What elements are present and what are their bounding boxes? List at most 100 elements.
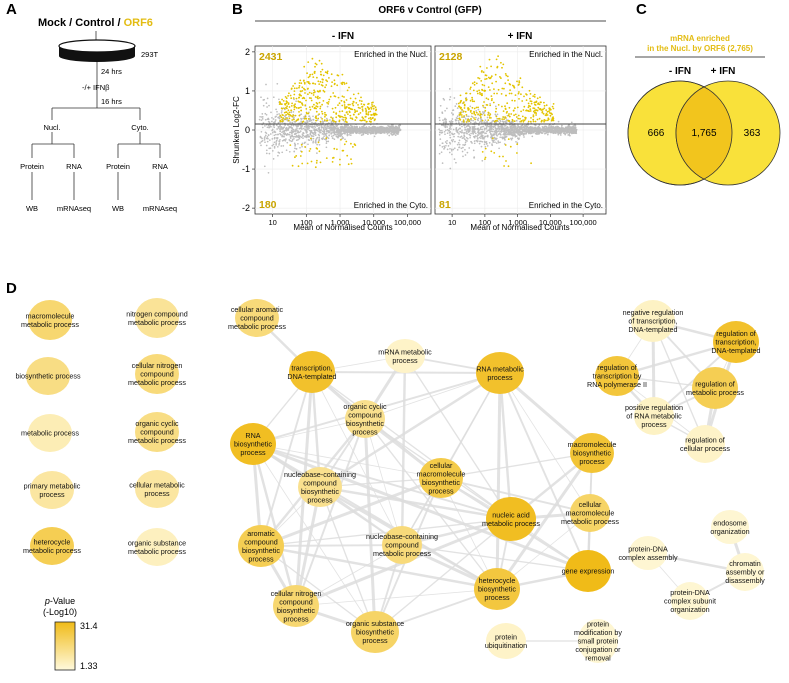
- scatter-point: [387, 129, 390, 132]
- scatter-point-enriched-nucl: [362, 117, 365, 120]
- scatter-point-enriched-nucl: [293, 108, 296, 111]
- scatter-point: [362, 125, 365, 127]
- scatter-point-enriched-nucl: [480, 116, 482, 119]
- go-term-label: compound: [348, 410, 382, 419]
- scatter-point: [379, 126, 381, 128]
- scatter-point-enriched-nucl: [326, 71, 328, 74]
- scatter-point: [264, 118, 267, 121]
- scatter-point-enriched-cyto: [331, 157, 334, 159]
- scatter-point: [526, 130, 529, 133]
- scatter-point-enriched-nucl: [314, 91, 316, 93]
- scatter-point: [302, 117, 305, 120]
- scatter-point: [490, 135, 493, 138]
- scatter-point: [331, 131, 333, 133]
- go-term-node: [671, 582, 709, 620]
- scatter-point-enriched-nucl: [286, 107, 288, 110]
- scatter-point-enriched-nucl: [360, 103, 363, 105]
- scatter-point: [306, 121, 309, 123]
- scatter-point: [382, 126, 385, 129]
- scatter-point: [260, 136, 263, 139]
- scatter-point: [355, 125, 358, 128]
- scatter-point: [294, 147, 296, 150]
- scatter-point-enriched-nucl: [524, 118, 527, 120]
- scatter-point: [482, 106, 485, 109]
- scatter-point: [274, 116, 277, 118]
- go-term-label: organic substance: [128, 538, 186, 547]
- scatter-point: [365, 132, 368, 135]
- scatter-point: [285, 129, 288, 132]
- scatter-point-enriched-nucl: [525, 93, 528, 96]
- scatter-point: [274, 119, 277, 121]
- scatter-point-enriched-nucl: [286, 105, 288, 108]
- scatter-point: [527, 129, 530, 132]
- scatter-point: [311, 126, 314, 129]
- scatter-point-enriched-cyto: [319, 161, 322, 164]
- scatter-point-enriched-nucl: [482, 71, 485, 74]
- go-term-label: regulation of: [597, 363, 637, 372]
- scatter-point-enriched-nucl: [545, 112, 548, 115]
- venn-title-line2: in the Nucl. by ORF6 (2,765): [647, 44, 753, 53]
- scatter-point: [390, 132, 392, 134]
- scatter-point-enriched-nucl: [545, 119, 547, 122]
- scatter-plus-xlabel: Mean of Normalised Counts: [470, 223, 569, 232]
- scatter-point: [538, 128, 540, 130]
- scatter-point-enriched-nucl: [279, 114, 282, 117]
- scatter-point: [335, 124, 338, 127]
- scatter-point-enriched-nucl: [546, 114, 549, 116]
- scatter-point-enriched-nucl: [502, 110, 505, 112]
- scatter-point: [448, 127, 451, 130]
- scatter-point: [443, 145, 446, 148]
- scatter-point: [354, 131, 357, 134]
- scatter-point: [298, 135, 301, 138]
- go-term-label: metabolic process: [128, 318, 186, 327]
- scatter-point: [464, 148, 466, 151]
- scatter-point: [476, 128, 479, 131]
- scatter-point: [307, 143, 309, 146]
- scatter-point: [348, 133, 350, 136]
- scatter-point: [438, 131, 441, 134]
- scatter-point: [464, 126, 466, 129]
- scatter-point-enriched-nucl: [326, 119, 329, 122]
- scatter-point-enriched-nucl: [471, 100, 474, 103]
- scatter-point-enriched-cyto: [516, 152, 518, 154]
- scatter-point: [557, 133, 560, 136]
- scatter-point-enriched-nucl: [517, 114, 520, 117]
- scatter-point: [288, 150, 291, 153]
- scatter-point-enriched-nucl: [370, 118, 372, 121]
- scatter-point-enriched-nucl: [543, 107, 546, 110]
- network-edge: [260, 518, 512, 547]
- count-plus-nucl: 2128: [439, 51, 463, 63]
- scatter-point-enriched-nucl: [287, 95, 289, 97]
- scatter-point: [438, 119, 441, 122]
- scatter-point: [456, 107, 459, 109]
- scatter-point: [342, 137, 345, 139]
- scatter-point-enriched-nucl: [345, 111, 348, 114]
- go-term-node: [298, 467, 342, 507]
- scatter-point: [446, 107, 448, 110]
- scatter-point-enriched-nucl: [494, 73, 497, 76]
- scatter-point: [277, 154, 279, 157]
- go-term-label: metabolic process: [21, 320, 79, 329]
- assay-mrnaseq-cyto: mRNAseq: [143, 204, 177, 213]
- scatter-point: [542, 130, 545, 133]
- scatter-point-enriched-nucl: [501, 87, 504, 90]
- scatter-point: [462, 155, 464, 158]
- scatter-point: [530, 130, 532, 133]
- scatter-point: [261, 139, 264, 142]
- scatter-point: [491, 120, 494, 122]
- scatter-point: [362, 129, 365, 132]
- scatter-point-enriched-nucl: [297, 118, 299, 121]
- scatter-point-enriched-nucl: [278, 103, 281, 105]
- panel-a-title-orf6: ORF6: [124, 17, 153, 29]
- scatter-point: [339, 129, 341, 132]
- scatter-point-enriched-nucl: [297, 100, 300, 103]
- scatter-point-enriched-nucl: [288, 117, 291, 120]
- scatter-point: [557, 126, 560, 128]
- scatter-point: [310, 139, 313, 141]
- scatter-point-enriched-nucl: [294, 103, 296, 105]
- scatter-point-enriched-nucl: [506, 75, 509, 78]
- scatter-point-enriched-nucl: [534, 109, 536, 112]
- scatter-point-enriched-nucl: [340, 99, 343, 102]
- go-term-label: DNA-templated: [628, 325, 677, 334]
